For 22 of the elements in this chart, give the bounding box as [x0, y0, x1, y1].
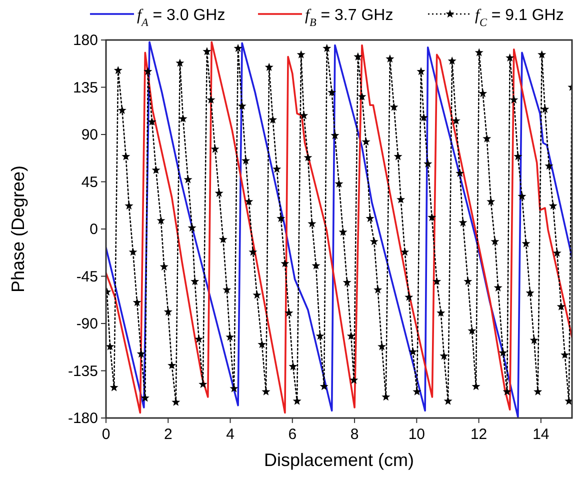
x-tick-label: 12	[470, 426, 488, 443]
y-tick-label: -90	[76, 316, 98, 332]
y-tick-label: 135	[72, 79, 98, 96]
y-tick-label: -135	[68, 362, 98, 380]
legend-label: f$_{A}$ = 3.0 GHz	[137, 7, 226, 29]
y-tick-label: -180	[68, 410, 98, 427]
y-tick-label: 0	[90, 221, 98, 238]
x-tick-label: 8	[350, 426, 359, 443]
x-tick-label: 0	[102, 426, 110, 443]
x-tick-label: 14	[532, 426, 550, 443]
y-tick-label: 180	[72, 32, 98, 49]
x-tick-label: 2	[164, 426, 172, 443]
x-tick-label: 10	[408, 426, 426, 443]
y-tick-label: 90	[81, 126, 98, 144]
y-axis-title: Phase (Degree)	[8, 165, 28, 293]
legend-label: f$_{B}$ = 3.7 GHz	[305, 7, 394, 29]
y-tick-label: 45	[81, 174, 98, 191]
x-tick-label: 6	[288, 426, 297, 443]
x-axis-title: Displacement (cm)	[264, 450, 414, 470]
x-tick-label: 4	[226, 426, 234, 443]
legend-label: f$_{C}$ = 9.1 GHz	[475, 7, 564, 29]
y-tick-label: -45	[76, 268, 98, 286]
